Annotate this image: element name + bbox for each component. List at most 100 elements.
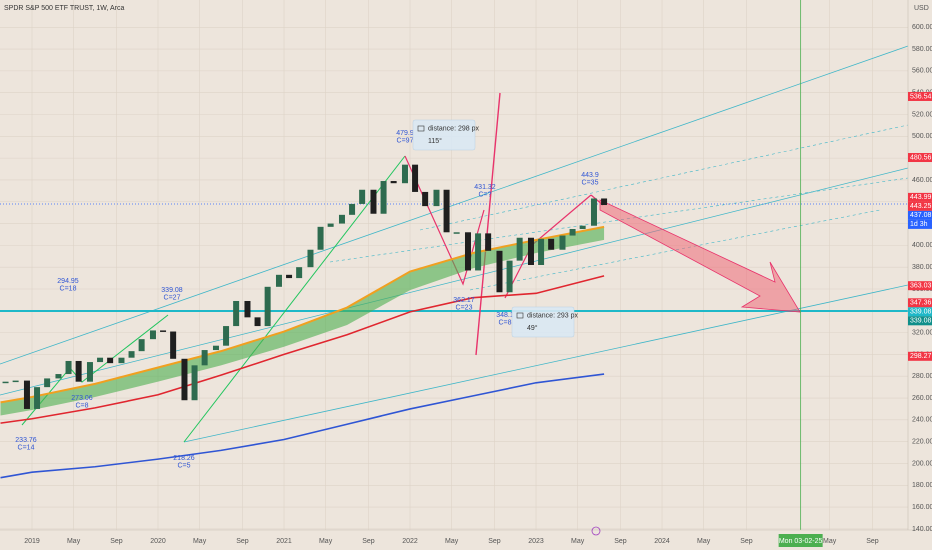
plot: 479.9C=97 431.32C=? 443.9C=35 339.08C=27 294… xyxy=(0,0,802,530)
y-tick-label: 140.00 xyxy=(912,526,932,533)
candle xyxy=(390,181,397,184)
candle xyxy=(579,225,586,230)
x-tick-label: Sep xyxy=(110,538,123,545)
y-tick-label: 160.00 xyxy=(912,504,932,511)
x-tick-label: 2020 xyxy=(150,538,166,545)
candle xyxy=(233,300,240,327)
price-axis xyxy=(908,0,932,550)
candle xyxy=(75,360,82,382)
x-tick-label: Sep xyxy=(614,538,627,545)
candle xyxy=(44,378,51,388)
candle xyxy=(55,374,62,379)
price-tag-label: 437.08 xyxy=(910,212,932,219)
price-tag xyxy=(908,201,932,211)
countdown-tag xyxy=(908,219,932,229)
measure-icon xyxy=(417,125,425,132)
pivot-label: C=5 xyxy=(177,462,190,469)
pivot-label: 339.08 xyxy=(161,287,183,294)
measure-label: distance: 298 px xyxy=(428,125,479,132)
price-tag xyxy=(908,316,932,326)
price-tag xyxy=(908,91,932,101)
candle xyxy=(296,267,303,279)
pivot-label: C=? xyxy=(478,191,491,198)
candle xyxy=(422,191,429,207)
x-tick-label: Sep xyxy=(236,538,249,545)
candle xyxy=(317,226,324,250)
candle xyxy=(370,189,377,214)
x-tick-label: Sep xyxy=(362,538,375,545)
candle xyxy=(327,223,334,227)
price-tag-label: 443.99 xyxy=(910,194,932,201)
x-tick-label: May xyxy=(823,538,837,545)
candle xyxy=(485,233,492,251)
y-tick-label: 500.00 xyxy=(912,133,932,140)
measure-box xyxy=(511,306,575,338)
candle xyxy=(160,330,167,332)
measure-label: 115° xyxy=(428,137,442,145)
x-tick-label: 2021 xyxy=(276,538,292,545)
x-tick-label: May xyxy=(697,538,711,545)
candle xyxy=(181,358,188,401)
y-tick-label: 280.00 xyxy=(912,373,932,380)
candle xyxy=(254,317,261,327)
y-tick-label: 580.00 xyxy=(912,46,932,53)
trend-line xyxy=(329,177,909,263)
pivot-label: 362.17 xyxy=(453,297,475,304)
trend-line xyxy=(469,209,881,291)
candle xyxy=(516,237,523,261)
candle xyxy=(548,238,555,250)
candle xyxy=(34,387,41,409)
y-tick-label: 560.00 xyxy=(912,68,932,75)
candle xyxy=(97,357,104,363)
candle xyxy=(433,189,440,207)
measure-box xyxy=(412,119,476,151)
x-tick-label: Sep xyxy=(740,538,753,545)
price-tag xyxy=(908,210,932,220)
drawings xyxy=(0,45,909,443)
countdown-label: 1d 3h xyxy=(910,221,928,228)
candle xyxy=(307,249,314,268)
price-tag xyxy=(908,192,932,202)
chart-title: SPDR S&P 500 ETF TRUST, 1W, Arca xyxy=(4,5,124,12)
candle xyxy=(527,237,534,265)
price-tag xyxy=(908,153,932,163)
pivot-label: 348.1 xyxy=(496,312,514,319)
x-tick-label: 2024 xyxy=(654,538,670,545)
y-tick-label: 180.00 xyxy=(912,482,932,489)
pivot-label: 443.9 xyxy=(581,172,599,179)
candle xyxy=(559,235,566,250)
candle xyxy=(223,326,230,346)
trend-line xyxy=(0,167,909,396)
y-tick-label: 200.00 xyxy=(912,460,932,467)
candle xyxy=(464,232,471,271)
band-area xyxy=(0,226,605,416)
moving-average xyxy=(0,373,605,479)
y-tick-label: 320.00 xyxy=(912,329,932,336)
candle xyxy=(138,339,145,352)
x-tick-label: 2022 xyxy=(402,538,418,545)
zigzag xyxy=(183,155,406,443)
candle xyxy=(359,189,366,204)
crosshair-label: Mon 03-02-25 xyxy=(779,538,823,545)
candle xyxy=(601,198,608,206)
candle xyxy=(590,198,597,226)
candle xyxy=(149,330,156,340)
candle xyxy=(23,380,30,409)
candle xyxy=(212,345,219,351)
x-tick-label: Sep xyxy=(488,538,501,545)
event-icon[interactable] xyxy=(591,526,601,536)
measure-icon xyxy=(516,312,524,319)
x-tick-label: May xyxy=(445,538,459,545)
candle xyxy=(201,350,208,366)
crosshair-tag xyxy=(778,534,823,547)
price-tag-label: 443.25 xyxy=(910,203,932,210)
candle xyxy=(496,250,503,293)
y-tick-label: 520.00 xyxy=(912,111,932,118)
pivot-label: 294.95 xyxy=(57,278,79,285)
candle xyxy=(244,300,251,318)
x-tick-label: May xyxy=(319,538,333,545)
candle xyxy=(506,260,513,293)
price-tag-label: 536.54 xyxy=(910,93,932,100)
